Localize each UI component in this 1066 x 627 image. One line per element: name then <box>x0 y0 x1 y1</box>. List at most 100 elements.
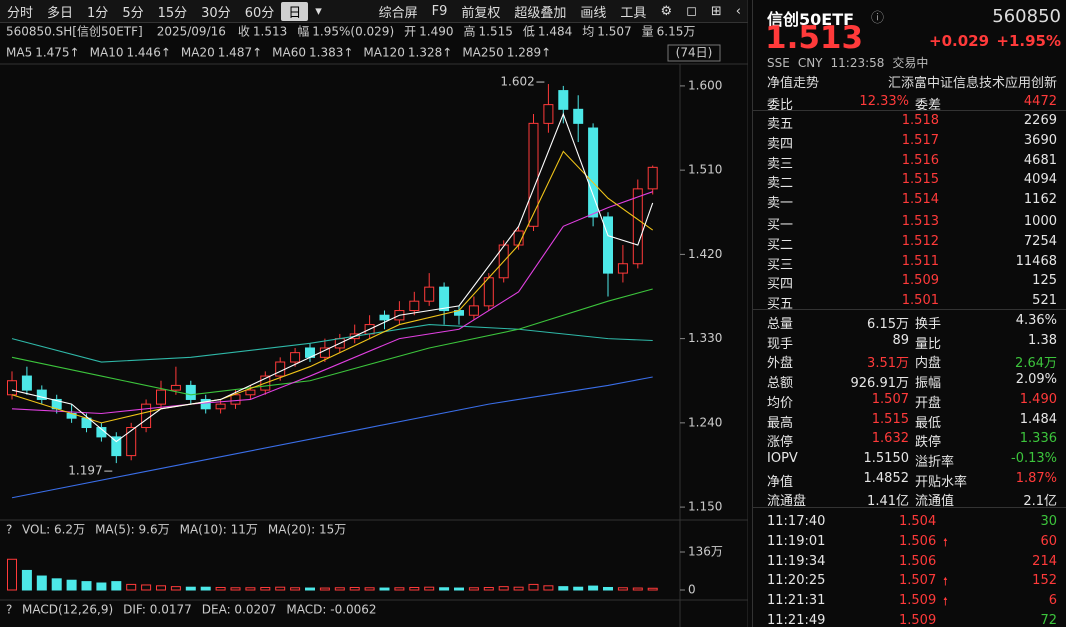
volume-bar <box>230 587 241 591</box>
nav-link[interactable]: 净值走势 <box>767 76 820 91</box>
candle-body <box>468 305 479 316</box>
toolbar-icon[interactable]: ◻ <box>686 3 697 19</box>
volume-bar <box>588 585 599 591</box>
volume-bar <box>66 579 77 591</box>
candle-body <box>647 166 658 190</box>
trade-row: 11:19:34 1.506 214 <box>753 552 1066 572</box>
volume-bar <box>126 583 137 591</box>
trade-row: 11:19:01 1.506 60 🠕 <box>753 532 1066 552</box>
period-tab[interactable]: 15分 <box>157 5 188 21</box>
candle-body <box>558 90 569 110</box>
y-tick-label: 1.510 <box>688 163 722 177</box>
order-book-row: 卖四 1.517 3690 <box>753 131 1066 152</box>
cell: 2.1亿 <box>1023 494 1057 510</box>
days-box <box>667 44 721 62</box>
cell: 卖五 <box>767 117 794 132</box>
candle-body <box>379 314 390 321</box>
cell: 2.64万 <box>1015 356 1057 372</box>
candle-body <box>111 436 122 457</box>
cell: 卖一 <box>767 196 794 212</box>
cell: 最低 <box>915 415 942 431</box>
period-tab[interactable]: 分时 <box>7 5 34 21</box>
trade-row: 11:21:31 1.509 6 🠕 <box>753 591 1066 611</box>
period-tab[interactable]: 日 <box>281 1 309 21</box>
cell: 1.514 <box>901 192 939 208</box>
cell: 12.33% <box>859 94 909 109</box>
field-value: 1.507 <box>597 25 631 39</box>
extreme-label: 1.197 <box>68 464 102 478</box>
period-tab[interactable]: 1分 <box>87 5 109 21</box>
info-icon[interactable]: ⓘ <box>871 11 885 26</box>
cell: 卖二 <box>767 176 794 192</box>
volume-bar <box>7 558 17 591</box>
quote-panel: 信创50ETF ⓘ 560850 1.513 +0.029 +1.95% SSE CNY 11:… <box>752 0 1066 627</box>
toolbar-icon[interactable]: ⊞ <box>710 3 722 19</box>
period-tab[interactable]: 多日 <box>47 5 74 21</box>
ma-label: MA120 <box>363 46 404 60</box>
tool-button[interactable]: 工具 <box>620 5 647 21</box>
quote-code: 560850 <box>992 6 1061 27</box>
stat-row: 现手 89 量比 1.38 <box>753 331 1066 352</box>
cell: 跌停 <box>915 435 942 451</box>
candle-body <box>528 122 539 227</box>
volume-bar <box>200 586 211 591</box>
cell: 1.501 <box>901 293 939 309</box>
ma-line <box>11 376 653 499</box>
period-tab[interactable]: 60分 <box>244 5 275 21</box>
tool-button[interactable]: F9 <box>431 3 448 19</box>
cell: 60 <box>1040 533 1057 549</box>
macd-legend: DIF: 0.0177 <box>123 603 192 617</box>
y-tick-label: 0 <box>688 583 696 597</box>
change: +0.029 <box>929 32 990 50</box>
vol-legend: MA(10): 11万 <box>180 523 258 537</box>
cell: 均价 <box>767 395 794 411</box>
ma-label: MA5 <box>6 46 32 60</box>
cell: 1.515 <box>871 411 909 427</box>
ma-value: 1.383↑ <box>309 46 353 60</box>
candle-body <box>275 361 286 377</box>
cell: 152 <box>1032 573 1057 589</box>
tool-button[interactable]: 综合屏 <box>378 5 418 21</box>
toolbar-icon[interactable]: ⚙ <box>660 3 673 19</box>
volume-bar <box>409 586 420 591</box>
candle-body <box>200 398 211 410</box>
candle-body <box>439 286 450 312</box>
cell: 1.513 <box>901 214 939 229</box>
period-tab[interactable]: 5分 <box>122 5 144 21</box>
tool-button[interactable]: 前复权 <box>461 5 501 21</box>
order-book-row: 买二 1.512 7254 <box>753 232 1066 253</box>
ma-value: 1.487↑ <box>218 46 262 60</box>
volume-bar <box>379 587 390 591</box>
ma-line <box>11 191 653 415</box>
cell: 72 <box>1040 613 1057 627</box>
cell: 2269 <box>1023 113 1057 128</box>
cell: 11:21:49 <box>767 613 826 627</box>
period-tab[interactable]: 30分 <box>201 5 231 21</box>
macd-legend: MACD: -0.0062 <box>286 603 376 617</box>
stat-row: 总量 6.15万 换手 4.36% <box>753 311 1066 332</box>
cell: 1.517 <box>901 132 939 148</box>
macd-legend: DEA: 0.0207 <box>202 603 277 617</box>
tool-button[interactable]: 画线 <box>580 5 607 21</box>
candle-body <box>543 104 554 124</box>
y-tick-label: 1.150 <box>688 500 722 514</box>
volume-bar <box>349 586 360 591</box>
y-tick-label: 1.240 <box>688 415 722 429</box>
y-tick-label: 1.420 <box>688 247 722 261</box>
tool-button[interactable]: 超级叠加 <box>514 5 567 21</box>
cell: 卖三 <box>767 156 794 172</box>
vol-legend: MA(5): 9.6万 <box>95 523 170 537</box>
cell: IOPV <box>767 450 798 466</box>
volume-bar <box>260 586 271 591</box>
stat-row: 最高 1.515 最低 1.484 <box>753 410 1066 431</box>
y-tick-label: 1.330 <box>688 331 722 345</box>
volume-bar <box>498 586 509 591</box>
cell: 1.518 <box>901 113 939 128</box>
cell: -0.13% <box>1011 450 1057 466</box>
candle-body <box>7 380 17 396</box>
candle-body <box>215 403 226 410</box>
period-dropdown[interactable]: ▾ <box>315 3 322 19</box>
toolbar-icon[interactable]: ‹ <box>735 3 741 19</box>
ma-line <box>11 288 653 396</box>
cell: 11:19:34 <box>767 553 826 569</box>
